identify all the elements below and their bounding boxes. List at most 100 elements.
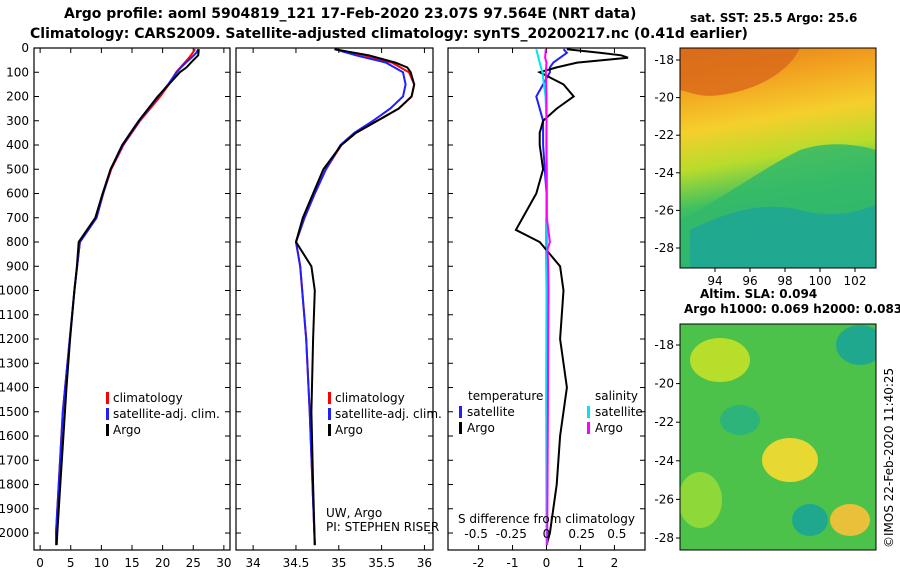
depth-tick-label: 1100 [0,308,29,322]
legend-swatch [328,408,331,420]
x-tick-label: 1 [577,556,585,570]
chart-title-line-2: Climatology: CARS2009. Satellite-adjuste… [30,26,748,42]
depth-tick-label: 2000 [0,526,29,540]
legend-swatch [106,408,109,420]
salinity-diff-tick-label: 0.25 [568,527,595,541]
x-tick-label: 0 [36,556,44,570]
pi-annotation: PI: STEPHEN RISER [326,520,439,534]
legend-label: satellite-adj. clim. [335,407,442,421]
lat-tick-label: -22 [654,415,674,429]
depth-tick-label: 200 [6,90,29,104]
sla-map-high-4 [680,472,722,528]
legend-label: satellite-adj. clim. [113,407,220,421]
series-line-argo [294,48,416,546]
x-tick-label: -1 [507,556,519,570]
legend-label: satellite [595,405,643,419]
salinity-plot-frame [235,47,434,551]
sla-map-title: Altim. SLA: 0.094 [700,287,817,301]
legend-swatch [459,406,462,418]
legend-salinity-title: salinity [595,389,638,403]
sla-map-high-3 [830,504,870,536]
legend-swatch [328,424,331,436]
salinity-diff-tick-label: 0.5 [607,527,626,541]
depth-tick-label: 1800 [0,478,29,492]
lat-tick-label: -22 [654,128,674,142]
legend-label: climatology [113,391,183,405]
depth-tick-label: 600 [6,187,29,201]
sla-map-low-1 [836,325,876,365]
legend-swatch [459,422,462,434]
legend-swatch [587,406,590,418]
x-tick-label: 5 [67,556,75,570]
series-line-argo [55,49,200,546]
legend-swatch [328,392,331,404]
legend-label: satellite [467,405,515,419]
legend-swatch [106,392,109,404]
legend-label: climatology [335,391,405,405]
depth-tick-label: 800 [6,235,29,249]
series-line-salinity-argo [544,49,551,546]
x-tick-label: 0 [543,556,551,570]
depth-tick-label: 900 [6,259,29,273]
legend-temperature-title: temperature [468,389,543,403]
depth-tick-label: 100 [6,65,29,79]
x-tick-label: 34 [245,556,260,570]
lat-tick-label: -28 [654,241,674,255]
lon-tick-label: 98 [777,274,792,288]
depth-tick-label: 1000 [0,284,29,298]
sst-map-title: sat. SST: 25.5 Argo: 25.6 [690,11,857,25]
sla-map-high-2 [762,438,818,482]
lat-tick-label: -28 [654,531,674,545]
depth-tick-label: 500 [6,162,29,176]
lat-tick-label: -24 [654,454,674,468]
sst-map-warm-region [680,48,800,96]
chart-title-line-1: Argo profile: aoml 5904819_121 17-Feb-20… [64,6,637,22]
sla-map-subtitle: Argo h1000: 0.069 h2000: 0.083 [684,302,900,316]
x-tick-label: 2 [611,556,619,570]
pi-annotation: UW, Argo [326,506,382,520]
sla-lat-axis: -18 -20 -22 -24 -26 -28 [654,338,680,545]
legend-swatch [587,422,590,434]
x-tick-label: 20 [155,556,170,570]
lat-tick-label: -18 [654,53,674,67]
lat-tick-label: -18 [654,338,674,352]
x-tick-label: 10 [94,556,109,570]
lat-tick-label: -24 [654,166,674,180]
x-tick-label: 35 [331,556,346,570]
lon-tick-label: 96 [742,274,757,288]
salinity-diff-tick-label: -0.5 [464,527,487,541]
lon-tick-label: 100 [809,274,832,288]
credit-text: ©IMOS 22-Feb-2020 11:40:25 [882,368,896,548]
depth-tick-label: 700 [6,211,29,225]
legend-label: Argo [467,421,495,435]
temperature-plot-frame [33,47,231,551]
legend-label: Argo [113,423,141,437]
sst-map-coolest-region [690,205,876,268]
depth-tick-label: 1900 [0,502,29,516]
x-tick-label: 25 [186,556,201,570]
salinity-diff-axis-label: S difference from climatology [458,512,635,526]
depth-tick-label: 1500 [0,405,29,419]
sla-map-low-3 [720,405,760,435]
x-tick-label: 35.5 [368,556,395,570]
salinity-panel: 34 34.5 35 35.5 36 climatology satellite-adj. … [235,47,442,570]
x-tick-label: 15 [124,556,139,570]
legend-swatch [106,424,109,436]
depth-tick-label: 1600 [0,429,29,443]
x-tick-label: 30 [216,556,231,570]
depth-tick-label: 1400 [0,381,29,395]
depth-tick-label: 1300 [0,356,29,370]
sst-map [680,48,876,268]
salinity-diff-tick-label: 0 [543,527,551,541]
sla-map-frame [679,323,877,551]
lat-tick-label: -20 [654,377,674,391]
series-line-temperature-argo [514,48,629,546]
depth-tick-label: 300 [6,114,29,128]
sla-map [680,324,876,550]
depth-tick-label: 0 [21,41,29,55]
x-tick-label: 34.5 [283,556,310,570]
lat-tick-label: -26 [654,492,674,506]
lat-tick-label: -20 [654,91,674,105]
salinity-diff-tick-label: -0.25 [496,527,527,541]
